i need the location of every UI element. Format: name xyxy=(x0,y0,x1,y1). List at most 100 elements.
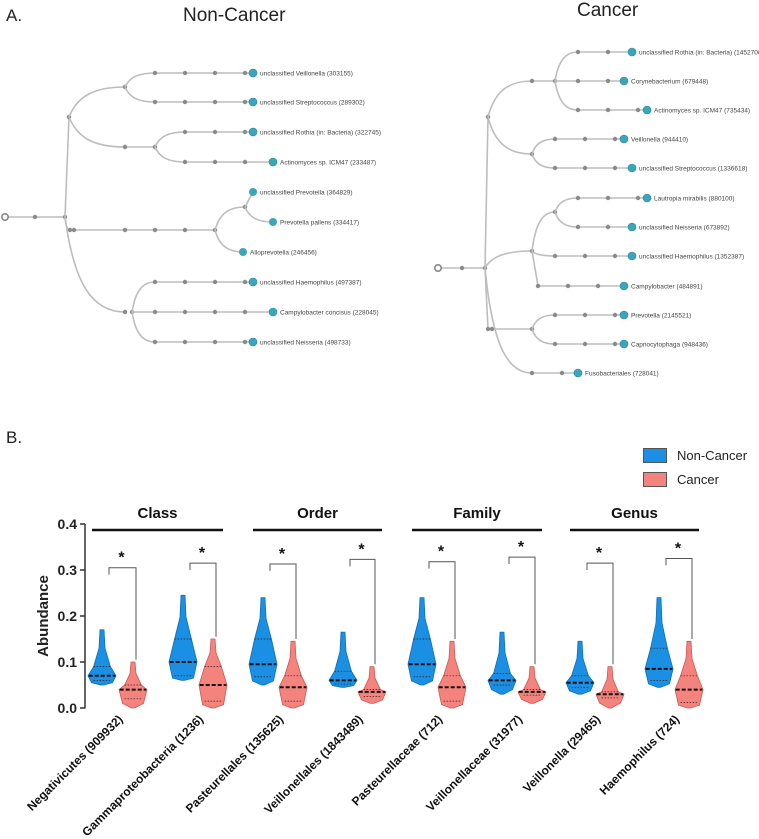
leaf-node xyxy=(269,218,277,226)
leaf-label: Campylobacter (484891) xyxy=(631,284,703,291)
tree-edge xyxy=(531,250,539,287)
significance-marker: * xyxy=(199,545,206,562)
tree-root xyxy=(0,213,10,222)
violin-non-cancer xyxy=(487,631,517,695)
tree-node xyxy=(605,195,611,201)
tree-edge xyxy=(484,267,533,374)
tree-edge xyxy=(154,146,186,163)
tree-node xyxy=(182,129,188,135)
leaf-label: unclassified Haemophilus (1352387) xyxy=(639,254,744,261)
tree-edge xyxy=(124,86,156,103)
leaf-label: unclassified Streptococcus (1336618) xyxy=(639,166,747,173)
tree-edge xyxy=(531,314,556,330)
leaf-node xyxy=(248,68,258,78)
tree-node xyxy=(212,339,218,345)
tree-edge xyxy=(531,328,556,345)
tree-edge xyxy=(214,229,244,253)
leaf-node xyxy=(268,307,278,317)
significance-bracket xyxy=(586,562,614,665)
tree-node xyxy=(552,312,558,318)
tree-node xyxy=(595,283,601,289)
tree-node xyxy=(489,326,495,332)
leaf-node xyxy=(619,310,629,320)
tree-node xyxy=(152,339,158,345)
significance-bracket xyxy=(349,558,376,665)
significance-marker: * xyxy=(279,546,286,563)
violin-non-cancer xyxy=(87,629,117,686)
tree-node xyxy=(122,309,128,315)
tree-edge xyxy=(484,250,533,269)
leaf-label: Prevotella pallens (334417) xyxy=(280,220,359,227)
significance-bracket xyxy=(108,567,137,660)
leaf-node xyxy=(248,97,258,107)
tree-node xyxy=(182,279,188,285)
leaf-node xyxy=(627,163,637,173)
panel-b-label: B. xyxy=(6,428,23,447)
tree-edge xyxy=(531,211,556,252)
leaf-label: Actinomyces sp. ICM47 (735434) xyxy=(654,108,750,115)
leaf-label: unclassified Veillonella (303155) xyxy=(260,71,353,78)
tree-edge xyxy=(214,206,246,231)
chart-legend: Non-Cancer Cancer xyxy=(643,448,747,487)
tree-node xyxy=(552,341,558,347)
legend-swatch-cancer xyxy=(643,472,667,487)
tree-node xyxy=(152,99,158,105)
tree-edge xyxy=(554,197,579,213)
leaf-label: Alloprevotella (246456) xyxy=(250,250,317,257)
non-cancer-tree-title: Non-Cancer xyxy=(183,5,286,26)
tree-node xyxy=(552,253,558,259)
tree-node xyxy=(122,227,128,233)
leaf-node xyxy=(239,248,247,256)
leaf-node xyxy=(619,281,629,291)
x-tick-label: Pasteurellaceae (712) xyxy=(349,712,445,808)
tree-node xyxy=(612,312,618,318)
tree-node xyxy=(582,136,588,142)
leaf-node xyxy=(627,47,637,57)
tree-edge xyxy=(131,281,156,313)
tree-node xyxy=(212,70,218,76)
group-label: Genus xyxy=(611,505,658,522)
tree-node xyxy=(67,227,73,233)
tree-node xyxy=(182,159,188,165)
tree-node xyxy=(582,165,588,171)
tree-root xyxy=(433,263,442,272)
leaf-label: unclassified Neisseria (498733) xyxy=(260,340,351,347)
violin-non-cancer xyxy=(565,640,595,695)
y-tick-label: 0.4 xyxy=(58,516,78,532)
tree-node xyxy=(559,370,565,376)
leaf-node xyxy=(619,134,629,144)
leaf-node xyxy=(619,76,629,86)
tree-node xyxy=(552,165,558,171)
violin-cancer xyxy=(517,666,547,704)
tree-edge xyxy=(154,131,186,148)
leaf-label: unclassified Streptococcus (289302) xyxy=(260,100,365,107)
tree-edge xyxy=(531,250,556,257)
panel-a-label: A. xyxy=(6,6,23,25)
tree-node xyxy=(485,326,491,332)
tree-node xyxy=(552,136,558,142)
tree-node xyxy=(612,165,618,171)
group-label: Order xyxy=(297,505,338,522)
leaf-label: Capnocytophaga (948436) xyxy=(631,342,708,349)
tree-edge xyxy=(531,153,556,169)
y-tick-label: 0.3 xyxy=(58,562,78,578)
tree-node xyxy=(182,70,188,76)
significance-bracket xyxy=(428,561,456,639)
significance-marker: * xyxy=(675,541,682,558)
group-label: Family xyxy=(453,505,501,522)
violin-non-cancer xyxy=(168,594,198,681)
leaf-node xyxy=(249,188,257,196)
violin-cancer xyxy=(278,640,308,709)
violin-chart: 0.0 0.1 0.2 0.3 0.4 Abundance Class Order Family… xyxy=(24,505,704,839)
violin-cancer xyxy=(357,666,387,704)
tree-node xyxy=(182,339,188,345)
tree-node xyxy=(635,195,641,201)
significance-bracket xyxy=(269,563,297,639)
legend-label: Cancer xyxy=(677,472,719,487)
tree-node xyxy=(71,227,77,233)
tree-edge xyxy=(244,206,274,223)
significance-marker: * xyxy=(358,541,365,558)
violin-cancer xyxy=(595,666,625,709)
tree-edge xyxy=(484,116,489,269)
violin-cancer xyxy=(674,640,704,709)
